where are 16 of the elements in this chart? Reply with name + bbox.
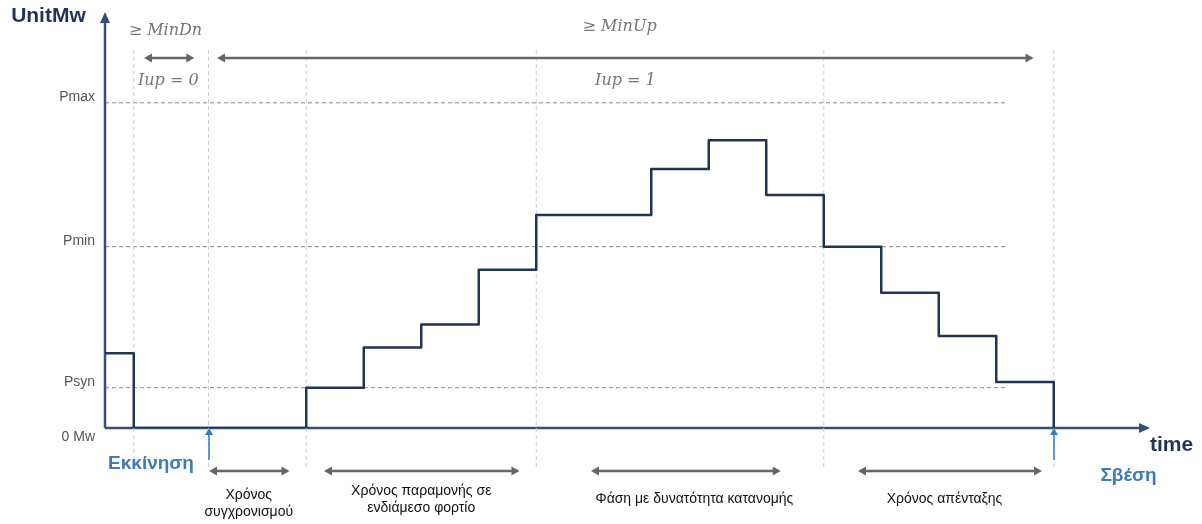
text: Iup = 0 [136,70,200,90]
text: Φάση με δυνατότητα κατανομής [594,490,795,507]
text: Iup = 1 [594,70,657,90]
text: Χρόνος παραμονής σε ενδιάμεσο φορτίο [350,482,493,516]
text: Χρόνος συγχρονισμού [203,486,295,520]
text: ≥ MinDn [127,20,204,40]
text: UnitMw [11,2,87,28]
ref-line-label: 0 Mw [61,427,96,444]
text: ≥ MinUp [581,16,658,36]
ref-line-label: Psyn [63,372,95,389]
ref-line-label: Pmin [63,231,95,248]
text: Σβέση [1099,464,1158,487]
text: Χρόνος απένταξης [885,490,1004,507]
x-axis-title: time [1150,431,1195,457]
text: Εκκίνηση [107,452,195,475]
ref-line-label: Pmax [59,87,95,104]
